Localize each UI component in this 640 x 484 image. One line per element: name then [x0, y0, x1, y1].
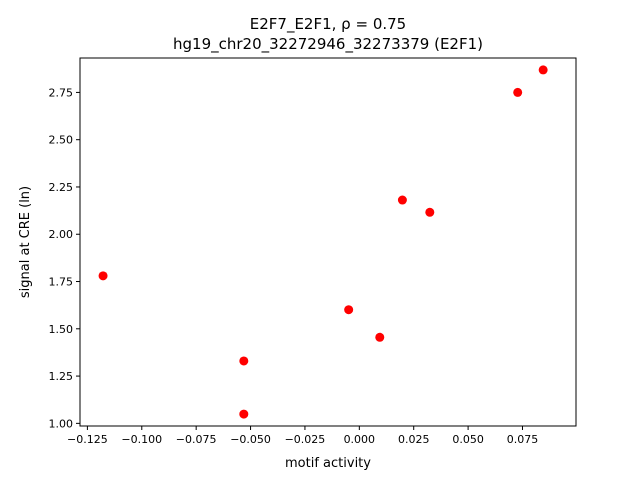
y-tick-label: 1.25: [49, 370, 74, 383]
data-point: [98, 271, 108, 281]
y-tick-label: 2.00: [49, 228, 74, 241]
x-tick-label: 0.000: [344, 433, 376, 446]
x-tick-label: −0.100: [121, 433, 162, 446]
x-tick-label: −0.050: [230, 433, 271, 446]
x-tick-label: −0.025: [285, 433, 326, 446]
x-tick-label: −0.075: [176, 433, 217, 446]
y-tick-label: 2.75: [49, 86, 74, 99]
data-point: [397, 195, 407, 205]
y-tick-label: 1.50: [49, 323, 74, 336]
y-axis-label: signal at CRE (ln): [18, 186, 33, 298]
x-tick-label: 0.075: [507, 433, 539, 446]
data-point: [513, 87, 523, 97]
chart-title-line2: hg19_chr20_32272946_32273379 (E2F1): [173, 35, 483, 54]
data-point: [239, 356, 249, 366]
data-point: [425, 207, 435, 217]
y-tick-label: 1.00: [49, 417, 74, 430]
x-axis-label: motif activity: [285, 456, 371, 471]
y-tick-label: 1.75: [49, 276, 74, 289]
y-tick-label: 2.25: [49, 181, 74, 194]
y-tick-label: 2.50: [49, 134, 74, 147]
x-tick-label: 0.050: [452, 433, 484, 446]
data-point: [239, 409, 249, 419]
data-point: [538, 65, 548, 75]
plot-frame: [79, 57, 577, 427]
data-point: [375, 332, 385, 342]
chart-title-line1: E2F7_E2F1, ρ = 0.75: [250, 15, 406, 34]
x-tick-label: −0.125: [67, 433, 108, 446]
data-point: [344, 305, 354, 315]
x-tick-label: 0.025: [398, 433, 430, 446]
